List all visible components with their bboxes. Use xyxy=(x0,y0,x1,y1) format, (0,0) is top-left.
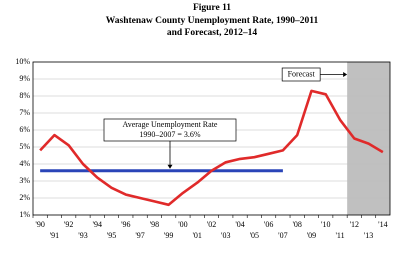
arrow-head xyxy=(167,164,173,169)
x-tick-label: '05 xyxy=(250,231,259,240)
x-tick-label: '06 xyxy=(264,220,273,229)
plot-border xyxy=(32,61,391,216)
x-tick-label: '14 xyxy=(378,220,387,229)
x-tick-label: '93 xyxy=(78,231,87,240)
y-tick-label: 2% xyxy=(19,193,30,202)
arrow-head xyxy=(343,72,348,77)
y-tick-label: 10% xyxy=(15,57,30,66)
x-tick-label: '98 xyxy=(150,220,159,229)
x-tick-label: '04 xyxy=(235,220,244,229)
y-tick-label: 1% xyxy=(19,210,30,219)
x-tick-label: '90 xyxy=(35,220,44,229)
chart-title: Figure 11 xyxy=(193,3,231,13)
y-tick-label: 4% xyxy=(19,159,30,168)
y-tick-label: 3% xyxy=(19,176,30,185)
forecast-label: Forecast xyxy=(288,69,316,78)
x-tick-label: '02 xyxy=(207,220,216,229)
chart-subtitle: and Forecast, 2012–14 xyxy=(167,28,258,38)
x-tick-label: '12 xyxy=(350,220,359,229)
y-tick-label: 8% xyxy=(19,91,30,100)
x-tick-label: '94 xyxy=(93,220,102,229)
x-tick-label: '95 xyxy=(107,231,116,240)
x-tick-label: '10 xyxy=(321,220,330,229)
x-tick-label: '11 xyxy=(335,231,344,240)
x-tick-label: '92 xyxy=(64,220,73,229)
x-tick-label: '97 xyxy=(135,231,144,240)
x-tick-label: '07 xyxy=(278,231,287,240)
y-tick-label: 5% xyxy=(19,142,30,151)
y-tick-label: 7% xyxy=(19,108,30,117)
annotation-text: 1990–2007 = 3.6% xyxy=(139,130,201,139)
y-tick-label: 6% xyxy=(19,125,30,134)
x-tick-label: '96 xyxy=(121,220,130,229)
x-tick-label: '08 xyxy=(292,220,301,229)
x-tick-label: '09 xyxy=(307,231,316,240)
data-line xyxy=(39,89,384,207)
x-tick-label: '13 xyxy=(364,231,373,240)
x-tick-label: '01 xyxy=(192,231,201,240)
x-tick-label: '03 xyxy=(221,231,230,240)
x-tick-label: '00 xyxy=(178,220,187,229)
y-tick-label: 9% xyxy=(19,74,30,83)
x-tick-label: '99 xyxy=(164,231,173,240)
x-tick-label: '91 xyxy=(50,231,59,240)
annotation-text: Average Unemployment Rate xyxy=(123,120,218,129)
chart-subtitle: Washtenaw County Unemployment Rate, 1990… xyxy=(106,16,319,26)
